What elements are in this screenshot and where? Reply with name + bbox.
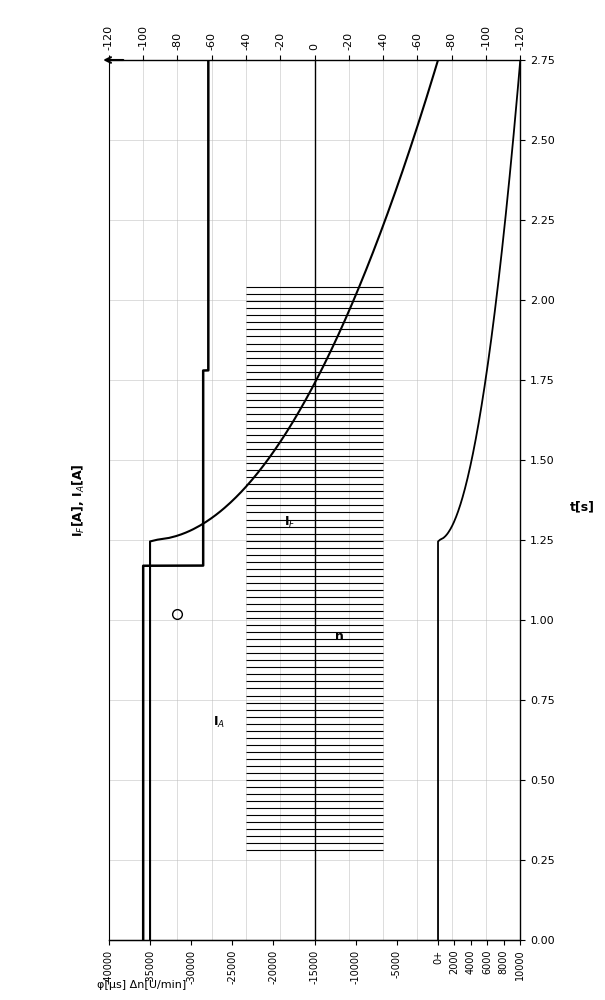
Text: I$_F$: I$_F$ (284, 515, 296, 530)
Y-axis label: t[s]: t[s] (570, 500, 595, 513)
Text: I$_F$[A], I$_A$[A]: I$_F$[A], I$_A$[A] (71, 463, 87, 537)
Text: n: n (335, 630, 344, 643)
Text: φ[μs] Δn[U/min]: φ[μs] Δn[U/min] (97, 980, 186, 990)
Text: I$_A$: I$_A$ (214, 715, 226, 730)
